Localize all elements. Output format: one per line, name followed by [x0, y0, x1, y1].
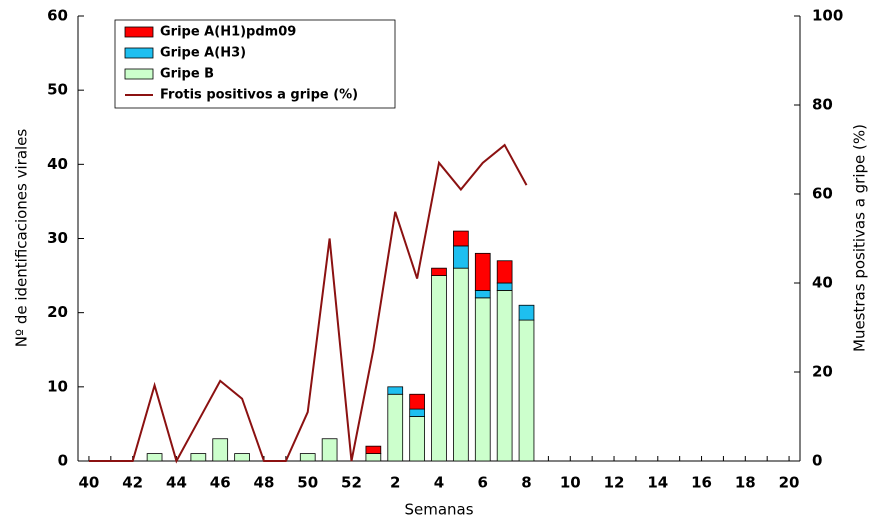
x-tick-label: 48 — [254, 474, 275, 492]
bar — [299, 453, 316, 462]
bar — [453, 230, 469, 247]
legend-label: Gripe A(H1)pdm09 — [160, 25, 296, 40]
y-tick-label: 10 — [47, 377, 68, 395]
y2-tick-label: 80 — [812, 96, 833, 114]
x-tick-label: 50 — [297, 474, 318, 492]
x-tick-label: 18 — [735, 474, 756, 492]
bar — [474, 252, 491, 291]
bar — [474, 297, 491, 462]
x-tick-label: 12 — [604, 474, 625, 492]
x-tick-label: 14 — [647, 474, 668, 492]
x-tick-label: 46 — [210, 474, 231, 492]
x-tick-label: 16 — [691, 474, 712, 492]
x-tick-label: 10 — [560, 474, 581, 492]
y2-axis-title: Muestras positivas a gripe (%) — [851, 124, 869, 352]
x-tick-label: 42 — [122, 474, 143, 492]
bar — [212, 438, 229, 462]
y-tick-label: 50 — [47, 81, 68, 99]
bar — [146, 453, 163, 462]
bar — [496, 290, 513, 462]
bar — [431, 275, 447, 462]
x-tick-label: 20 — [779, 474, 800, 492]
y2-tick-label: 60 — [812, 185, 833, 203]
x-tick-label: 8 — [521, 474, 531, 492]
bar — [365, 445, 382, 454]
y-tick-label: 0 — [58, 452, 68, 470]
legend-label: Gripe B — [160, 67, 214, 82]
bar — [409, 408, 425, 417]
y-tick-label: 20 — [47, 303, 68, 321]
bar — [234, 453, 250, 462]
bar — [518, 319, 535, 462]
y-axis-title: Nº de identificaciones virales — [13, 129, 31, 348]
bar — [496, 260, 513, 284]
bar — [474, 290, 491, 299]
bar — [518, 304, 535, 321]
bar — [387, 393, 404, 462]
y-tick-label: 40 — [47, 155, 68, 173]
x-tick-label: 52 — [341, 474, 362, 492]
y2-tick-label: 100 — [812, 7, 843, 25]
x-tick-label: 2 — [390, 474, 400, 492]
legend-label: Frotis positivos a gripe (%) — [160, 88, 358, 103]
bar — [496, 282, 513, 291]
bar — [365, 453, 382, 462]
bar — [321, 438, 338, 462]
legend-box — [114, 19, 396, 109]
line-series — [88, 143, 528, 464]
bar — [431, 267, 447, 276]
y-tick-label: 60 — [47, 7, 68, 25]
y-tick-label: 30 — [47, 229, 68, 247]
x-tick-label: 4 — [434, 474, 444, 492]
legend-label: Gripe A(H3) — [160, 46, 246, 61]
legend-swatch — [124, 26, 154, 38]
legend-swatch — [124, 68, 154, 80]
bar — [409, 416, 425, 462]
bar — [453, 245, 469, 269]
y2-tick-label: 40 — [812, 274, 833, 292]
y2-tick-label: 0 — [812, 452, 822, 470]
bar — [387, 386, 404, 395]
x-axis-title: Semanas — [404, 501, 473, 519]
x-tick-label: 40 — [79, 474, 100, 492]
x-tick-label: 44 — [166, 474, 187, 492]
bar — [190, 453, 207, 462]
legend-swatch — [124, 47, 154, 59]
bar — [453, 267, 469, 462]
y2-tick-label: 20 — [812, 363, 833, 381]
bar — [409, 393, 425, 410]
x-tick-label: 6 — [478, 474, 488, 492]
